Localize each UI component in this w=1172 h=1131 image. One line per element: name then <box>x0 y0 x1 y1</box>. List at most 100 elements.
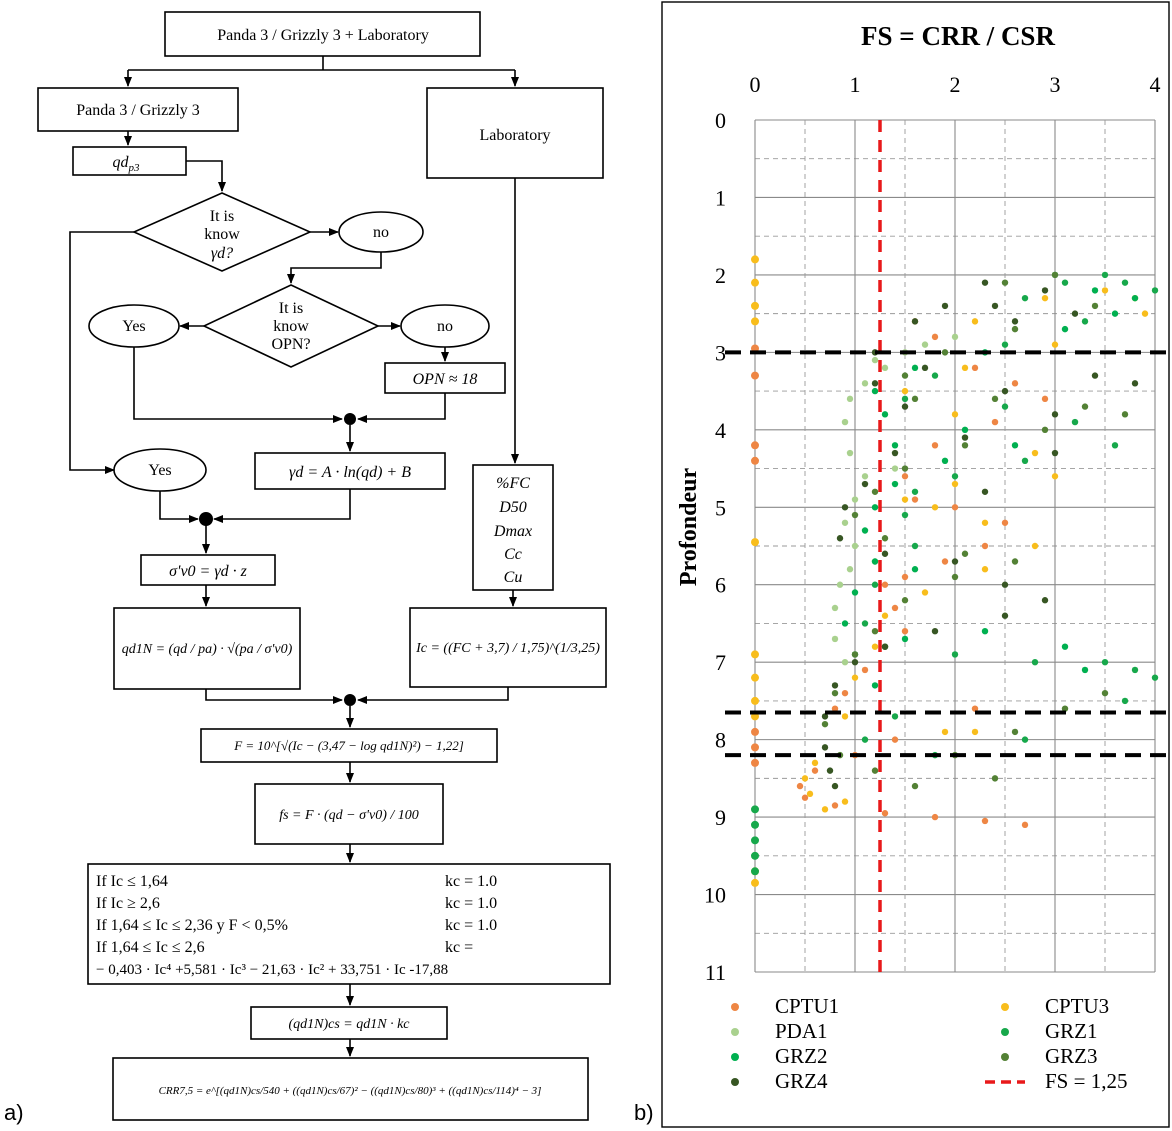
legend-swatch <box>731 1028 739 1036</box>
legend-label: CPTU1 <box>775 994 839 1018</box>
point-grz1 <box>751 867 759 876</box>
point-grz2 <box>911 364 919 372</box>
x-tick-label: 4 <box>1150 72 1161 97</box>
no1-label: no <box>373 224 389 241</box>
y-tick-label: 10 <box>704 883 726 908</box>
f-formula: F = 10^[√(Ic − (3,47 − log qd1N)²) − 1,2… <box>233 738 464 753</box>
point-grz2 <box>881 411 889 418</box>
point-grz2 <box>1081 666 1089 674</box>
point-pda1 <box>871 356 879 364</box>
point-grz3 <box>851 511 859 519</box>
point-cptu1 <box>911 496 919 503</box>
point-grz2 <box>941 457 949 464</box>
kc-rule-4-cond: If 1,64 ≤ Ic ≤ 2,6 <box>96 939 205 956</box>
point-grz4 <box>1041 597 1049 604</box>
point-cptu1 <box>851 751 859 759</box>
point-pda1 <box>881 364 889 372</box>
point-cptu1 <box>811 767 819 774</box>
diamond2-line2: know <box>273 318 309 335</box>
qd-label: qdp3 <box>113 154 141 174</box>
point-grz1 <box>891 713 899 720</box>
legend-label: GRZ1 <box>1045 1019 1098 1043</box>
point-grz4 <box>1001 581 1009 588</box>
x-tick-label: 0 <box>750 72 761 97</box>
point-cptu3 <box>821 806 829 813</box>
legend-label: PDA1 <box>775 1019 828 1043</box>
point-grz1 <box>1071 418 1079 426</box>
point-cptu3 <box>841 713 849 720</box>
point-grz1 <box>751 836 759 845</box>
point-grz2 <box>1051 271 1059 279</box>
point-cptu1 <box>981 542 989 550</box>
legend: CPTU1 CPTU3 PDA1 GRZ1 GRZ2 GRZ3 GRZ4 FS = 1,25 <box>731 994 1127 1093</box>
point-cptu3 <box>1041 294 1049 302</box>
y-tick-label: 4 <box>715 418 726 443</box>
point-grz1 <box>881 643 889 650</box>
point-cptu1 <box>901 473 909 480</box>
point-grz4 <box>1091 372 1099 379</box>
point-grz4 <box>921 364 929 372</box>
point-grz3 <box>901 597 909 604</box>
point-grz2 <box>891 480 899 488</box>
point-grz3 <box>1011 728 1019 736</box>
point-grz4 <box>836 535 844 542</box>
point-grz1 <box>1121 279 1129 286</box>
point-cptu1 <box>861 666 869 674</box>
point-grz1 <box>861 620 869 627</box>
lab-param-dmax: Dmax <box>493 523 532 540</box>
panel-b-label: b) <box>634 1100 654 1125</box>
sigma-box <box>140 554 276 586</box>
point-grz3 <box>1121 411 1129 418</box>
point-grz1 <box>1121 697 1129 705</box>
y-tick-label: 6 <box>715 573 726 598</box>
point-cptu1 <box>881 810 889 817</box>
panda-box <box>37 87 239 132</box>
point-grz3 <box>941 349 949 356</box>
point-grz2 <box>871 387 879 395</box>
point-grz3 <box>1061 705 1069 712</box>
point-cptu3 <box>851 674 859 681</box>
point-grz2 <box>1061 325 1069 333</box>
kc-rule-1-result: kc = 1.0 <box>445 873 497 890</box>
data-points <box>751 255 1159 887</box>
point-cptu3 <box>941 728 949 736</box>
diamond-gamma <box>132 192 312 272</box>
point-grz2 <box>1061 643 1069 650</box>
point-grz3 <box>881 535 889 542</box>
point-pda1 <box>831 604 839 612</box>
lab-param-cc: Cc <box>504 546 522 563</box>
point-cptu1 <box>881 643 889 650</box>
point-grz1 <box>751 851 759 860</box>
point-grz4 <box>871 349 879 356</box>
point-cptu1 <box>971 364 979 372</box>
opn-default-label: OPN ≈ 18 <box>413 371 478 388</box>
legend-label: GRZ4 <box>775 1069 828 1093</box>
point-cptu1 <box>751 727 759 736</box>
point-grz4 <box>861 480 869 488</box>
y-axis-label: Profondeur <box>676 468 702 587</box>
point-cptu1 <box>831 705 839 712</box>
point-grz3 <box>1041 426 1049 434</box>
point-cptu1 <box>796 782 804 790</box>
yes-opn-label: Yes <box>122 318 145 335</box>
point-grz1 <box>1001 341 1009 348</box>
point-cptu3 <box>951 480 959 488</box>
point-grz3 <box>871 488 879 495</box>
point-grz4 <box>901 403 909 410</box>
point-cptu3 <box>811 759 819 767</box>
lab-param-d50: D50 <box>498 499 527 516</box>
ic-formula: Ic = ((FC + 3,7) / 1,75)^(1/3,25) <box>415 641 600 656</box>
point-grz3 <box>1091 302 1099 310</box>
point-cptu3 <box>751 712 759 721</box>
point-pda1 <box>851 542 859 550</box>
laboratory-label: Laboratory <box>479 127 550 144</box>
point-grz1 <box>1111 442 1119 449</box>
reference-lines <box>725 120 1168 972</box>
point-cptu3 <box>1031 449 1039 457</box>
grid <box>754 119 1156 973</box>
point-cptu1 <box>1021 821 1029 829</box>
point-cptu1 <box>931 442 939 449</box>
legend-swatch <box>1001 1053 1009 1061</box>
diamond-opn <box>202 284 380 368</box>
kc-rule-4-result: kc = <box>445 939 473 956</box>
